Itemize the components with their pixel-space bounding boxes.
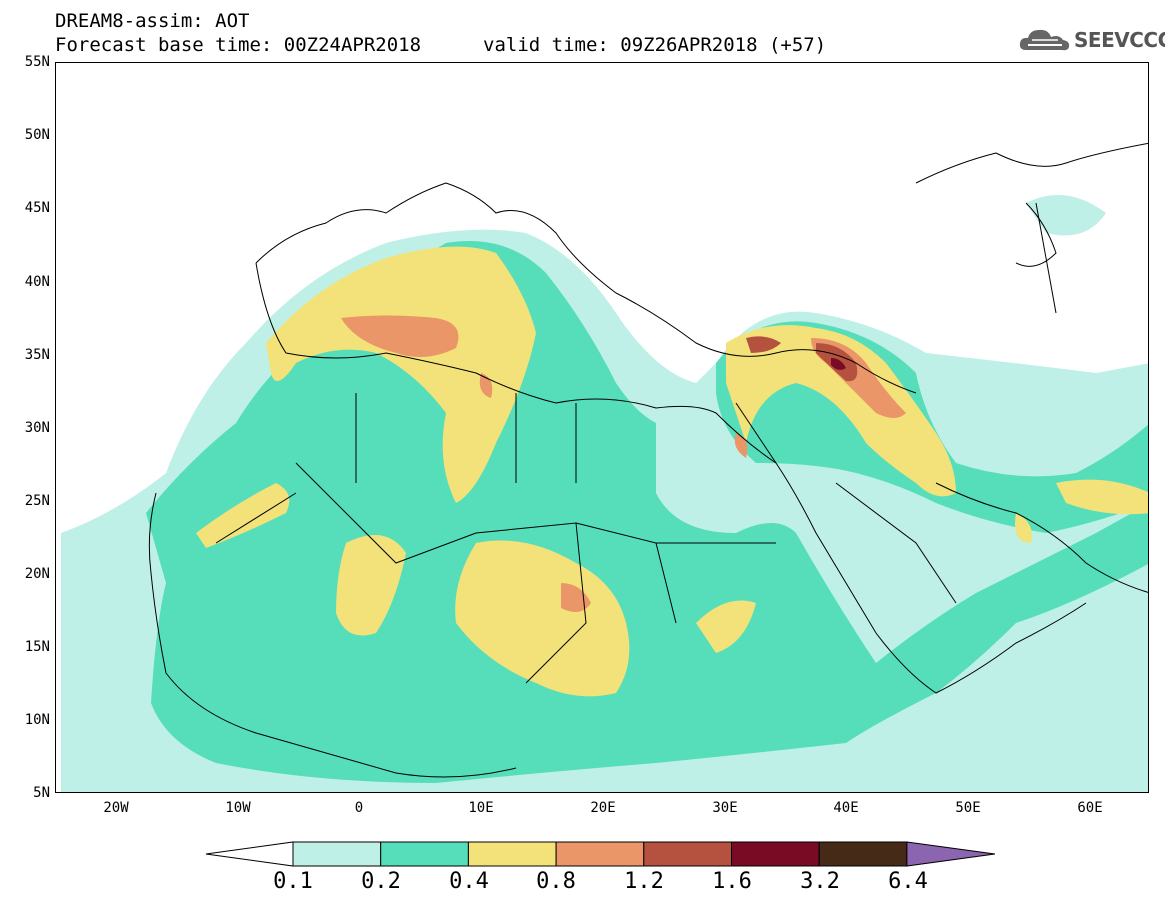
coastlines (148, 142, 1148, 778)
colorbar-arrow-low (205, 841, 294, 867)
legend-label-0-1: 0.1 (273, 869, 313, 894)
cloud-icon (1019, 29, 1070, 51)
lat-label-40n: 40N (24, 274, 50, 290)
legend-label-3-2: 3.2 (800, 869, 840, 894)
forecast-base-time: Forecast base time: 00Z24APR2018 (55, 34, 422, 56)
colorbar (205, 841, 995, 867)
legend-label-6-4: 6.4 (888, 869, 928, 894)
logo-text: SEEVCCC (1074, 28, 1165, 52)
legend-label-0-4: 0.4 (449, 869, 489, 894)
colorbar-cell-4 (555, 841, 645, 867)
lat-label-10n: 10N (24, 712, 50, 728)
lon-label-20w: 20W (103, 800, 129, 816)
aot-layer-0-4 (196, 246, 1148, 697)
lon-label-0: 0 (354, 800, 364, 816)
lon-label-20e: 20E (590, 800, 616, 816)
lon-label-40e: 40E (833, 800, 859, 816)
lat-label-15n: 15N (24, 639, 50, 655)
lon-label-10w: 10W (225, 800, 251, 816)
colorbar-cell-2 (380, 841, 469, 867)
seevccc-logo: SEEVCCC (1018, 24, 1165, 56)
map-title: DREAM8-assim: AOT (55, 10, 250, 32)
map-canvas (61, 142, 1148, 792)
legend-label-1-6: 1.6 (712, 869, 752, 894)
lat-label-35n: 35N (24, 347, 50, 363)
lat-label-20n: 20N (24, 566, 50, 582)
lon-label-60e: 60E (1077, 800, 1103, 816)
lat-label-30n: 30N (24, 420, 50, 436)
lat-label-25n: 25N (24, 493, 50, 509)
valid-time: valid time: 09Z26APR2018 (+57) (483, 34, 827, 56)
colorbar-cell-6 (731, 841, 820, 867)
legend-label-1-2: 1.2 (624, 869, 664, 894)
lon-label-30e: 30E (712, 800, 738, 816)
legend-label-0-2: 0.2 (361, 869, 401, 894)
aot-map (55, 62, 1149, 793)
lat-label-50n: 50N (24, 127, 50, 143)
colorbar-cell-3 (467, 841, 557, 867)
aot-layer-1-6 (831, 358, 846, 370)
colorbar-cell-1 (292, 841, 382, 867)
colorbar-cells (205, 841, 995, 867)
colorbar-arrow-high (906, 841, 995, 867)
colorbar-cell-7 (818, 841, 908, 867)
lat-label-55n: 55N (24, 54, 50, 70)
colorbar-cell-5 (643, 841, 732, 867)
lat-label-5n: 5N (33, 785, 50, 801)
legend-label-0-8: 0.8 (536, 869, 576, 894)
lon-label-50e: 50E (955, 800, 981, 816)
lat-label-45n: 45N (24, 200, 50, 216)
lon-label-10e: 10E (468, 800, 494, 816)
